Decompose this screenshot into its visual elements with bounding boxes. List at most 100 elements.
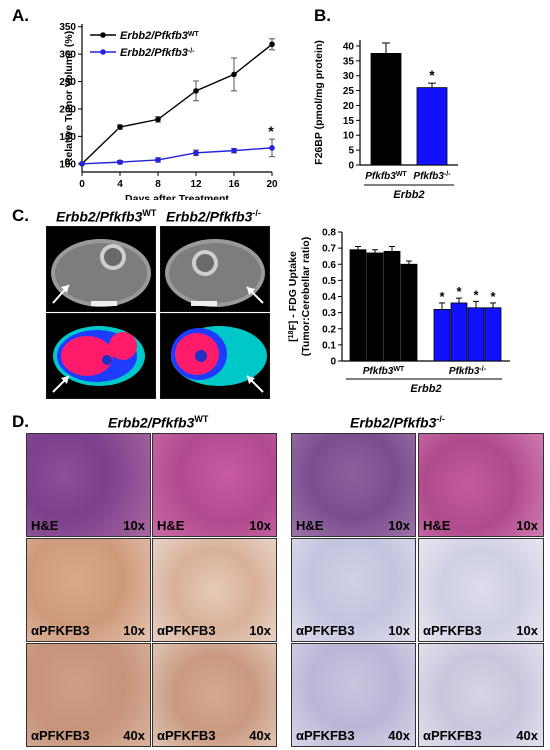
b-y-tick-label: 25 [343, 86, 355, 97]
c-significance-star: * [456, 284, 462, 299]
histology-he-ko-2: H&E 10x [418, 433, 544, 537]
a-legend-sup-ko: -/- [188, 48, 195, 55]
a-y-tick-label: 200 [59, 104, 76, 115]
c-y-tick-label: 0.1 [322, 340, 336, 351]
a-data-point [193, 88, 199, 94]
histology-pfk-wt-10x-2: αPFKFB3 10x [152, 538, 277, 642]
stain-label: H&E [157, 518, 185, 533]
d-title-wt-base: Erbb2/Pfkfb3 [108, 414, 195, 431]
stain-label: αPFKFB3 [296, 623, 355, 638]
a-data-point [269, 41, 275, 48]
c-y-axis-label: [18F] - FDG Uptake [287, 251, 299, 342]
stain-label: αPFKFB3 [157, 728, 216, 743]
c-y-tick-label: 0.6 [322, 260, 336, 271]
a-x-tick-label: 20 [266, 179, 278, 190]
a-legend-marker-ko [100, 49, 106, 55]
c-bar [450, 302, 468, 362]
c-title-ko-base: Erbb2/Pfkfb3 [166, 208, 253, 225]
c-title-ko: Erbb2/Pfkfb3-/- [166, 208, 261, 225]
b-category-label: Pfkfb3-/- [413, 171, 451, 183]
a-x-tick-label: 0 [79, 179, 85, 190]
c-y-tick-label: 0.4 [322, 292, 336, 303]
a-data-point [155, 116, 161, 123]
pet-image-wt [46, 313, 156, 399]
b-category-label: Pfkfb3WT [365, 171, 407, 183]
magnification-label: 10x [388, 518, 410, 533]
c-significance-star: * [439, 289, 445, 304]
histology-he-wt-2: H&E 10x [152, 433, 277, 537]
stain-label: H&E [31, 518, 59, 533]
a-x-tick-label: 4 [117, 179, 123, 190]
c-y-tick-label: 0.7 [322, 244, 336, 255]
b-significance-star: * [429, 67, 435, 83]
c-title-wt-base: Erbb2/Pfkfb3 [56, 208, 143, 225]
ct-image-wt [46, 226, 156, 312]
magnification-label: 40x [249, 728, 271, 743]
b-y-tick-label: 15 [343, 116, 355, 127]
c-bar [400, 263, 418, 362]
c-group-label-wt: Pfkfb3WT [363, 366, 405, 378]
magnification-label: 40x [123, 728, 145, 743]
chart-a: 100 150 200 250 300 350 0 4 8 12 16 20 Days after Tr… [59, 22, 278, 200]
histology-he-ko-1: H&E 10x [291, 433, 416, 537]
magnification-label: 10x [388, 623, 410, 638]
histology-he-wt-1: H&E 10x [26, 433, 151, 537]
magnification-label: 10x [516, 518, 538, 533]
c-erbb2-label: Erbb2 [410, 383, 441, 395]
c-bar [366, 252, 384, 362]
stain-label: αPFKFB3 [31, 623, 90, 638]
a-y-axis-label: Relative Tumor Volume (%) [63, 31, 75, 165]
a-data-point [117, 159, 123, 165]
a-x-axis-label: Days after Treatment [125, 193, 229, 200]
b-y-tick-label: 40 [343, 41, 355, 52]
a-legend-sup-wt: WT [188, 31, 200, 38]
stain-label: αPFKFB3 [31, 728, 90, 743]
c-y-axis-label-2: (Tumor:Cerebellar ratio) [300, 237, 312, 356]
c-y-tick-label: 0.2 [322, 324, 336, 335]
histology-pfk-ko-10x-1: αPFKFB3 10x [291, 538, 416, 642]
c-bar [484, 307, 502, 362]
c-significance-star: * [473, 287, 479, 302]
a-y-tick-label: 300 [59, 50, 76, 61]
b-category-sup: -/- [444, 171, 451, 178]
a-data-point [193, 150, 199, 156]
d-title-wt: Erbb2/Pfkfb3WT [108, 414, 208, 431]
stain-label: αPFKFB3 [157, 623, 216, 638]
chart-b: 0 5 10 15 20 25 30 35 40 F26BP (pmol/mg protein) *… [313, 40, 458, 201]
b-bar [416, 87, 448, 166]
b-y-tick-label: 30 [343, 71, 355, 82]
pet-image-ko [160, 313, 270, 399]
b-category-sup: WT [396, 171, 408, 178]
panel-label-d: D. [12, 412, 29, 431]
d-title-wt-sup: WT [194, 414, 209, 424]
c-bar [433, 309, 451, 362]
ct-image-ko [160, 226, 270, 312]
magnification-label: 10x [249, 623, 271, 638]
a-data-point [117, 124, 123, 130]
c-y-axis-label-rest: F] - FDG Uptake [287, 251, 299, 330]
c-significance-star: * [490, 289, 496, 304]
a-series-line [81, 147, 273, 165]
a-data-point [269, 145, 275, 151]
c-y-axis-label-sup: 18 [288, 330, 295, 338]
a-legend-label-wt: Erbb2/Pfkfb3WT [120, 30, 199, 42]
histology-pfk-ko-40x-2: αPFKFB3 40x [418, 643, 544, 747]
a-x-tick-label: 16 [228, 179, 240, 190]
a-x-tick-label: 12 [190, 179, 202, 190]
b-y-tick-label: 5 [348, 146, 354, 157]
panel-label-a: A. [12, 6, 29, 25]
b-y-tick-label: 35 [343, 56, 355, 67]
c-title-wt: Erbb2/Pfkfb3WT [56, 208, 156, 225]
c-group-sup-ko: -/- [479, 366, 486, 373]
magnification-label: 10x [516, 623, 538, 638]
panel-label-c: C. [12, 206, 29, 225]
histology-pfk-ko-40x-1: αPFKFB3 40x [291, 643, 416, 747]
stain-label: αPFKFB3 [423, 728, 482, 743]
a-y-tick-label: 350 [59, 22, 76, 33]
a-significance-star: * [268, 123, 274, 139]
panel-label-b: B. [314, 6, 331, 25]
magnification-label: 40x [388, 728, 410, 743]
c-y-tick-label: 0 [330, 357, 336, 368]
stain-label: αPFKFB3 [423, 623, 482, 638]
c-bar [467, 307, 485, 362]
